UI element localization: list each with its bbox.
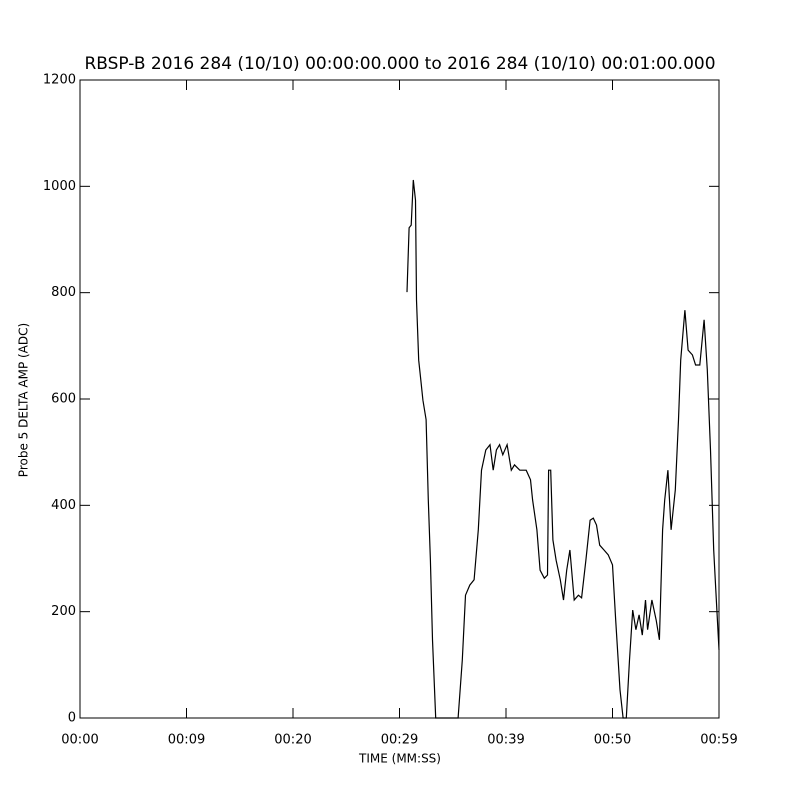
x-tick-label: 00:39 — [487, 733, 524, 748]
y-axis-label: Probe 5 DELTA AMP (ADC) — [17, 323, 31, 477]
chart-title: RBSP-B 2016 284 (10/10) 00:00:00.000 to … — [84, 54, 715, 74]
x-tick-label: 00:29 — [381, 733, 418, 748]
y-tick-label: 400 — [51, 498, 76, 513]
x-tick-label: 00:09 — [168, 733, 205, 748]
y-tick-label: 200 — [51, 604, 76, 619]
x-tick-label: 00:00 — [61, 733, 98, 748]
x-axis-label: TIME (MM:SS) — [358, 752, 441, 766]
x-tick-label: 00:20 — [274, 733, 311, 748]
data-line — [406, 179, 720, 719]
y-tick-label: 1000 — [43, 179, 76, 194]
y-tick-label: 1200 — [43, 73, 76, 88]
x-tick-label: 00:59 — [700, 733, 737, 748]
plot-frame — [79, 79, 720, 719]
y-tick-label: 800 — [51, 285, 76, 300]
y-tick-label: 600 — [51, 392, 76, 407]
y-tick-label: 0 — [68, 711, 76, 726]
x-tick-label: 00:50 — [594, 733, 631, 748]
